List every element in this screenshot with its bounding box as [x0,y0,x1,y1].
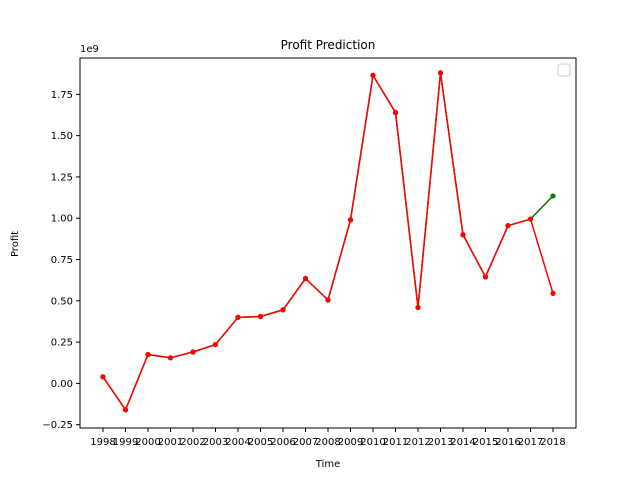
series-1-point [235,314,241,320]
x-tick-label: 2000 [135,437,160,448]
series-1-point [505,223,511,229]
series-1-point [392,109,399,116]
y-tick-label: 1.00 [51,214,73,225]
series-1-point [482,274,489,280]
x-tick-label: 2015 [473,437,498,448]
series-1-point [122,407,129,413]
series-1-point [415,304,421,311]
series-1-point [460,232,466,238]
series-1-point [257,313,264,320]
series-1-point [347,217,354,223]
series-1-point [212,341,219,348]
x-tick-label: 2008 [315,437,340,448]
x-tick-label: 2007 [293,437,318,448]
y-tick-label: 0.50 [51,296,73,307]
x-tick-label: 2017 [518,437,543,448]
series-1-point [100,374,106,380]
chart-title: Profit Prediction [281,38,376,52]
series-1-point [437,70,444,76]
x-tick-label: 2001 [158,437,183,448]
x-axis-label: Time [315,459,340,470]
y-offset-text: 1e9 [80,44,99,55]
series-1-point [280,307,286,313]
y-tick-label: 1.75 [51,90,73,101]
series-1-point [145,351,151,358]
x-tick-label: 2002 [180,437,205,448]
legend-box [557,63,571,77]
series-1-point [167,355,174,361]
x-tick-label: 2006 [270,437,295,448]
x-tick-label: 2010 [360,437,385,448]
y-tick-label: 0.75 [51,255,73,266]
x-tick-label: 1998 [90,437,115,448]
series-1-point [370,72,376,78]
y-tick-label: 1.25 [51,172,73,183]
x-tick-label: 2005 [248,437,273,448]
x-tick-label: 2011 [383,437,408,448]
series-1-point [527,216,534,222]
x-tick-label: 2004 [225,437,250,448]
x-tick-label: 2012 [405,437,430,448]
x-tick-label: 2014 [450,437,475,448]
x-tick-label: 2003 [203,437,228,448]
series-1-point [550,290,556,296]
x-tick-label: 2009 [338,437,363,448]
series-0-point [550,193,556,199]
y-tick-label: −0.25 [42,420,73,431]
series-1-point [302,275,309,282]
y-tick-label: 0.00 [51,379,73,390]
series-1-point [190,349,196,355]
y-tick-label: 0.25 [51,338,73,349]
x-tick-label: 2013 [428,437,453,448]
y-tick-label: 1.50 [51,131,73,142]
x-tick-label: 2018 [540,437,565,448]
x-tick-label: 2016 [495,437,520,448]
plot-frame [79,57,577,429]
x-tick-label: 1999 [113,437,138,448]
series-1-point [325,297,331,303]
ticks-layer: −0.25 0.00 0.25 0.50 0.75 1.00 1.25 1.50 1.75 199… [42,90,565,448]
plot-layer [100,70,556,413]
y-axis-label: Profit [10,231,21,257]
